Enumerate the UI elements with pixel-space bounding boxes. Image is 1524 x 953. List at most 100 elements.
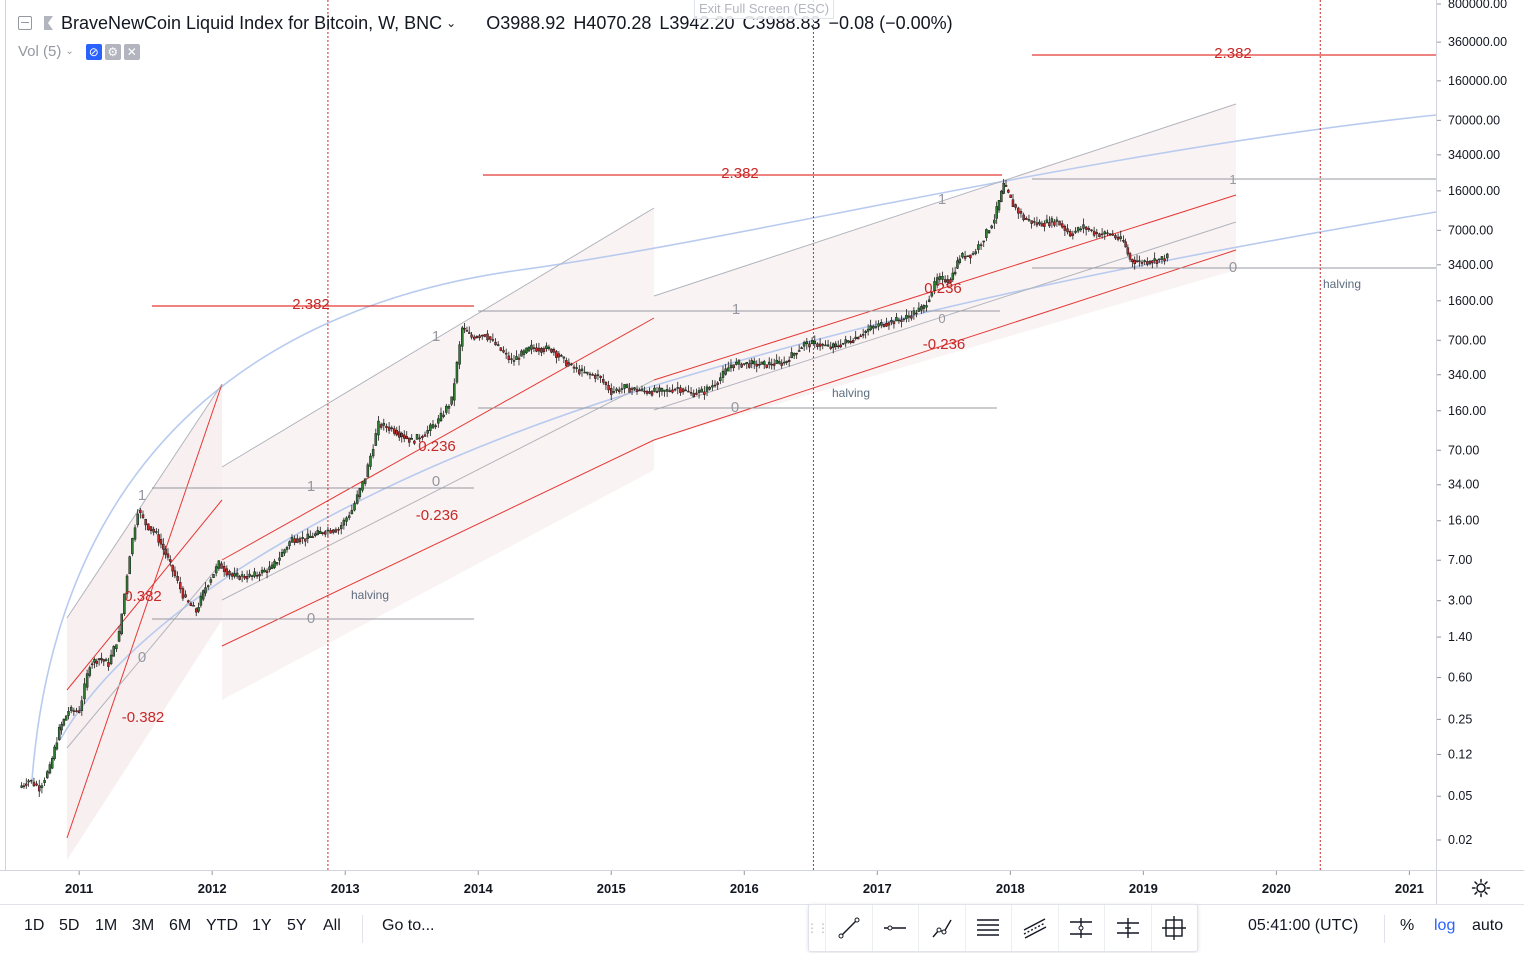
chevron-down-icon[interactable]: ⌄: [446, 16, 457, 30]
collapse-icon[interactable]: [18, 16, 32, 30]
candle-body-down: [557, 353, 561, 358]
range-1y-button[interactable]: 1Y: [252, 917, 272, 934]
candle-body-down: [258, 573, 261, 577]
candle: [567, 358, 571, 367]
fib-retracement-icon[interactable]: [964, 905, 1012, 951]
candle-body-up: [719, 377, 722, 382]
candle: [463, 323, 466, 334]
candle-body-down: [892, 321, 896, 325]
range-6m-button[interactable]: 6M: [169, 917, 192, 934]
range-1m-button[interactable]: 1M: [95, 917, 118, 934]
candle-body-up: [864, 330, 867, 334]
candle-body-up: [545, 345, 548, 349]
candle-body-down: [184, 594, 187, 598]
candle-body-down: [139, 509, 142, 514]
candle-body-down: [324, 531, 327, 535]
candle: [895, 312, 898, 322]
goto-date-button[interactable]: Go to...: [382, 917, 435, 934]
range-1d-button[interactable]: 1D: [24, 917, 45, 934]
candle-body-down: [413, 440, 416, 444]
candle: [162, 538, 165, 555]
candle-body-up: [708, 387, 711, 390]
exit-fullscreen-hint[interactable]: Exit Full Screen (ESC): [694, 0, 835, 19]
crosshair-frame-icon[interactable]: [1150, 905, 1198, 951]
percent-scale-button[interactable]: %: [1400, 917, 1415, 934]
candle-body-up: [912, 310, 916, 315]
log-scale-button[interactable]: log: [1434, 917, 1456, 934]
candle-body-down: [1100, 233, 1104, 236]
price-axis[interactable]: 800000.00 360000.00 160000.00 70000.00 34000…: [1436, 0, 1524, 870]
candle-body-up: [437, 418, 440, 424]
candle: [570, 362, 573, 366]
candle-body-up: [676, 387, 680, 389]
candle-body-up: [48, 764, 52, 774]
candle-body-up: [197, 607, 200, 612]
candle: [75, 707, 78, 713]
candle-body-up: [366, 464, 370, 478]
candle-body-up: [301, 537, 304, 539]
close-icon[interactable]: ✕: [123, 43, 140, 60]
candle-body-down: [808, 343, 811, 348]
range-3m-button[interactable]: 3M: [132, 917, 155, 934]
candle-body-up: [938, 276, 942, 280]
channel-line-red: [66, 383, 223, 839]
candle: [429, 422, 432, 437]
candle: [128, 555, 131, 575]
candle-body-down: [635, 389, 639, 392]
candle: [472, 334, 476, 341]
candle-body-up: [705, 386, 709, 392]
range-5d-button[interactable]: 5D: [59, 917, 80, 934]
candle-body-up: [57, 726, 61, 740]
candle: [445, 403, 448, 415]
candle: [854, 331, 857, 341]
chart-pane[interactable]: 1 0 1 0.382 0 -0.382 2.382 0.236 -0.236 2.382 1 0 1 0…: [0, 0, 1436, 870]
candle-body-up: [263, 569, 266, 573]
measure-icon[interactable]: [1104, 905, 1151, 951]
drag-handle-icon[interactable]: ⋮⋮: [806, 921, 829, 935]
polyline-icon[interactable]: [918, 905, 965, 951]
volume-label[interactable]: Vol (5): [18, 43, 62, 60]
candle-body-up: [217, 560, 221, 569]
price-chart[interactable]: 1 0 1 0.382 0 -0.382 2.382 0.236 -0.236 2.382 1 0 1 0…: [0, 0, 1436, 870]
candle: [638, 388, 641, 392]
candle: [201, 589, 205, 602]
candle-body-up: [824, 344, 827, 347]
candle: [488, 336, 492, 343]
parallel-channel-icon[interactable]: [1011, 905, 1058, 951]
range-5y-button[interactable]: 5Y: [287, 917, 307, 934]
range-all-button[interactable]: All: [323, 917, 341, 934]
chevron-down-icon[interactable]: ⌄: [65, 46, 74, 57]
trend-line-icon[interactable]: [825, 905, 872, 951]
pitchfork-icon[interactable]: [1057, 905, 1105, 951]
candle-body-down: [35, 783, 38, 786]
candle-body-up: [361, 481, 364, 491]
candle-body-up: [496, 344, 500, 346]
candle: [676, 381, 680, 395]
candle: [155, 528, 158, 535]
candle: [941, 271, 944, 286]
candle-body-up: [743, 363, 746, 365]
hide-eye-icon[interactable]: ⊘: [85, 43, 102, 60]
candle-body-up: [442, 414, 445, 417]
time-axis[interactable]: 2011 2012 2013 2014 2015 2016 2017 2018 2019 2020…: [0, 870, 1436, 905]
candle: [369, 453, 372, 470]
candle-body-up: [935, 277, 939, 286]
candle-body-down: [189, 603, 193, 607]
candle-body-up: [596, 374, 600, 376]
candle: [90, 661, 94, 669]
utc-clock[interactable]: 05:41:00 (UTC): [1248, 917, 1359, 934]
horizontal-line-icon[interactable]: [871, 905, 919, 951]
candle: [692, 389, 695, 398]
candle-body-up: [192, 605, 195, 607]
auto-scale-button[interactable]: auto: [1472, 917, 1504, 934]
candle: [1153, 252, 1156, 264]
candle-body-up: [697, 390, 701, 393]
candle: [88, 665, 92, 678]
gear-icon[interactable]: ⚙: [104, 43, 121, 60]
candle: [583, 366, 586, 374]
range-ytd-button[interactable]: YTD: [206, 917, 238, 934]
chart-settings-button[interactable]: [1436, 870, 1524, 905]
candle: [958, 255, 962, 265]
symbol-title[interactable]: BraveNewCoin Liquid Index for Bitcoin, W…: [61, 12, 443, 33]
candle-body-down: [230, 573, 234, 577]
